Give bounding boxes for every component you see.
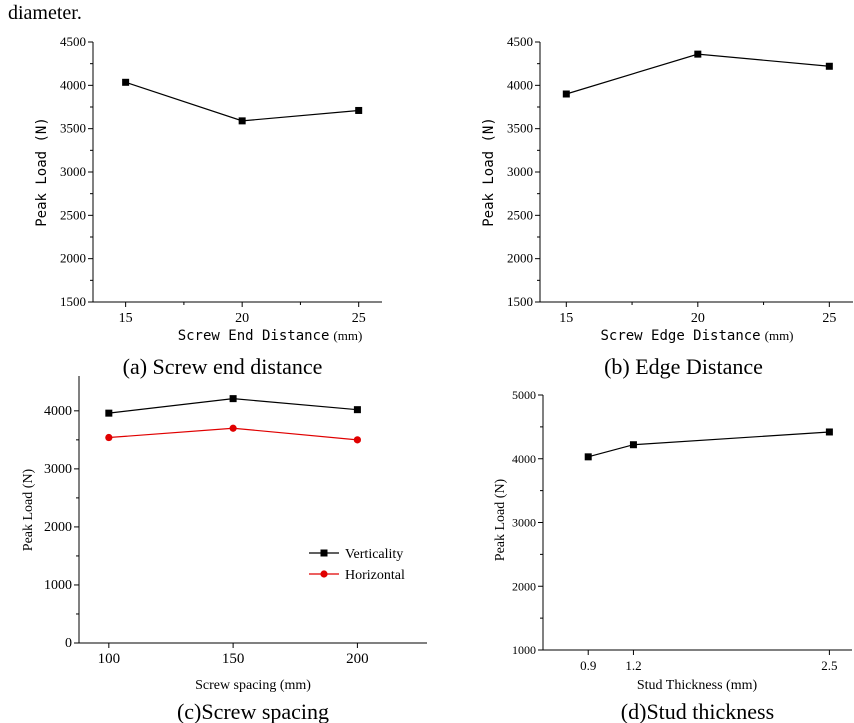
y-tick-label: 2000	[60, 251, 86, 266]
y-tick-label: 2500	[60, 207, 86, 222]
legend-label: Verticality	[345, 547, 403, 562]
x-axis-label-main: Screw Edge Distance	[600, 328, 760, 344]
y-tick-label: 1500	[60, 294, 86, 309]
y-axis-label: Peak Load (N)	[34, 117, 50, 227]
chart-caption: (a) Screw end distance	[123, 354, 323, 379]
chart-panel-d: 1000 2000 3000 4000 5000 0.9 1.2 2.5 Peak Load (…	[493, 388, 852, 723]
data-point	[353, 406, 361, 414]
x-tick-label: 1.2	[625, 658, 641, 673]
x-tick-label: 15	[119, 311, 133, 326]
x-tick-label: 25	[822, 311, 836, 326]
x-axis-label-unit: (mm)	[765, 328, 794, 343]
y-tick-label: 5000	[512, 388, 536, 402]
y-tick-label: 2500	[507, 207, 533, 222]
data-point	[229, 424, 237, 432]
y-axis-label: Peak Load (N)	[493, 478, 508, 561]
x-axis-label: Stud Thickness (mm)	[637, 678, 758, 693]
data-point	[238, 117, 246, 125]
y-tick-label: 3000	[512, 516, 536, 530]
chart-panel-c: 0 1000 2000 3000 4000 100 150 200 Peak Load (N) S…	[21, 376, 427, 723]
data-point	[355, 106, 363, 114]
data-point	[562, 90, 570, 98]
x-axis-label: Screw End Distance (mm)	[178, 328, 363, 344]
x-tick-label: 100	[98, 651, 121, 667]
y-tick-label: 3500	[60, 121, 86, 136]
data-point	[229, 395, 237, 403]
y-tick-label: 1500	[507, 294, 533, 309]
data-point	[105, 409, 113, 417]
chart-caption: (d)Stud thickness	[621, 699, 774, 723]
legend-label: Horizontal	[345, 568, 405, 583]
y-tick-label: 1000	[512, 643, 536, 657]
chart-caption: (c)Screw spacing	[177, 699, 329, 723]
x-tick-label: 0.9	[580, 658, 596, 673]
y-tick-label: 3500	[507, 121, 533, 136]
y-axis-label: Peak Load (N)	[481, 117, 497, 227]
series-line	[588, 431, 830, 458]
y-tick-label: 3000	[507, 164, 533, 179]
y-tick-label: 4500	[507, 34, 533, 49]
x-tick-label: 25	[352, 311, 366, 326]
chart-panel-b: 1500 2000 2500 3000 3500 4000 4500 15 20 25 Peak L…	[481, 34, 853, 379]
data-point	[694, 50, 702, 58]
y-tick-label: 4000	[507, 77, 533, 92]
y-tick-label: 3000	[44, 462, 72, 477]
legend-swatch-marker	[320, 549, 328, 557]
y-tick-label: 4000	[512, 452, 536, 466]
x-tick-label: 15	[559, 311, 573, 326]
series-line	[566, 53, 830, 95]
x-axis-label-main: Screw End Distance	[178, 328, 330, 344]
data-point	[825, 428, 833, 436]
data-point	[825, 62, 833, 70]
chart-legend: Verticality Horizontal	[309, 547, 405, 583]
data-point	[584, 453, 592, 461]
data-point	[629, 441, 637, 449]
y-tick-label: 2000	[44, 520, 72, 535]
x-tick-label: 20	[235, 311, 249, 326]
y-tick-label: 1000	[44, 578, 72, 593]
x-tick-label: 20	[691, 311, 705, 326]
y-tick-label: 2000	[507, 251, 533, 266]
y-axis-label: Peak Load (N)	[21, 468, 36, 551]
y-tick-label: 3000	[60, 164, 86, 179]
x-tick-label: 150	[222, 651, 245, 667]
chart-panel-a: 1500 2000 2500 3000 3500 4000 4500 15 20 25 Peak L…	[34, 34, 382, 379]
y-tick-label: 4000	[60, 77, 86, 92]
intro-text: diameter.	[8, 2, 82, 24]
y-tick-label: 2000	[512, 579, 536, 593]
y-tick-label: 4500	[60, 34, 86, 49]
y-tick-label: 4000	[44, 404, 72, 419]
x-tick-label: 200	[346, 651, 369, 667]
data-point	[105, 433, 113, 442]
chart-caption: (b) Edge Distance	[604, 354, 763, 379]
y-tick-label: 0	[65, 636, 72, 651]
x-axis-label: Screw Edge Distance (mm)	[600, 328, 793, 344]
x-tick-label: 2.5	[821, 658, 837, 673]
data-point	[353, 436, 361, 444]
legend-swatch-marker	[320, 570, 328, 578]
series-line	[125, 81, 359, 122]
data-point	[122, 78, 130, 86]
x-axis-label-unit: (mm)	[333, 328, 362, 343]
x-axis-label: Screw spacing (mm)	[195, 678, 311, 693]
